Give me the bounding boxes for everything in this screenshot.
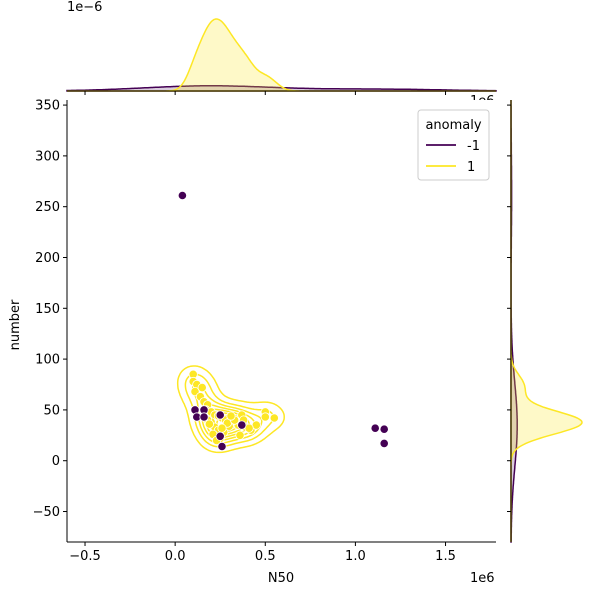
y-tick-label: 50 [43, 403, 60, 418]
x-tick-label: 1.0 [345, 549, 366, 564]
right-marginal-kde-anomaly-neg1 [510, 100, 518, 543]
x-tick-label: −0.5 [69, 549, 101, 564]
scatter-point-anomaly-neg1 [370, 423, 380, 433]
scatter-point-anomaly-neg1 [379, 438, 389, 448]
y-tick-label: 200 [35, 251, 60, 266]
x-tick-label: 0.5 [255, 549, 276, 564]
y-tick-label: −50 [33, 505, 60, 520]
scatter-points [177, 190, 389, 452]
scatter-point-anomaly-1 [260, 412, 270, 422]
y-tick-label: 150 [35, 302, 60, 317]
top-marginal-offset-label: 1e−6 [67, 0, 102, 15]
scatter-point-anomaly-1 [197, 382, 207, 393]
right-marginal-kde-anomaly-1 [510, 100, 583, 542]
scatter-point-anomaly-neg1 [215, 431, 225, 441]
scatter-point-anomaly-1 [217, 423, 227, 433]
y-axis-label: number [8, 299, 23, 350]
y-tick-label: 250 [35, 200, 60, 215]
right-marginal: 1e6 [470, 94, 583, 543]
scatter-point-anomaly-1 [235, 430, 245, 440]
scatter-point-anomaly-neg1 [177, 190, 187, 201]
x-axis-ticks: −0.5 0.0 0.5 1.0 1.5 [69, 91, 456, 564]
kde-contour-level-1 [176, 365, 285, 454]
legend: anomaly -1 1 [417, 109, 490, 181]
legend-label-anomaly-1: 1 [467, 160, 475, 175]
top-marginal: 1e−6 [66, 0, 497, 92]
y-tick-label: 350 [35, 99, 60, 114]
scatter-point-anomaly-1 [204, 419, 214, 429]
scatter-point-anomaly-neg1 [217, 441, 227, 452]
x-axis-offset-label: 1e6 [470, 571, 495, 586]
y-tick-label: 100 [35, 353, 60, 368]
scatter-point-anomaly-1 [226, 411, 236, 421]
scatter-point-anomaly-neg1 [215, 410, 225, 420]
x-tick-label: 0.0 [165, 549, 186, 564]
scatter-point-anomaly-neg1 [379, 424, 389, 434]
y-tick-label: 300 [35, 149, 60, 164]
scatter-point-anomaly-neg1 [237, 420, 247, 430]
scatter-point-anomaly-1 [269, 413, 279, 423]
x-axis-label: N50 [268, 571, 294, 586]
scatter-point-anomaly-neg1 [199, 412, 209, 422]
y-axis-ticks: −50 0 50 100 150 200 250 300 350 [33, 99, 511, 520]
legend-title: anomaly [425, 118, 481, 133]
x-tick-label: 1.5 [435, 549, 456, 564]
top-marginal-kde-anomaly-1 [67, 18, 496, 92]
y-tick-label: 0 [52, 454, 60, 469]
legend-label-anomaly-neg1: -1 [467, 139, 480, 154]
